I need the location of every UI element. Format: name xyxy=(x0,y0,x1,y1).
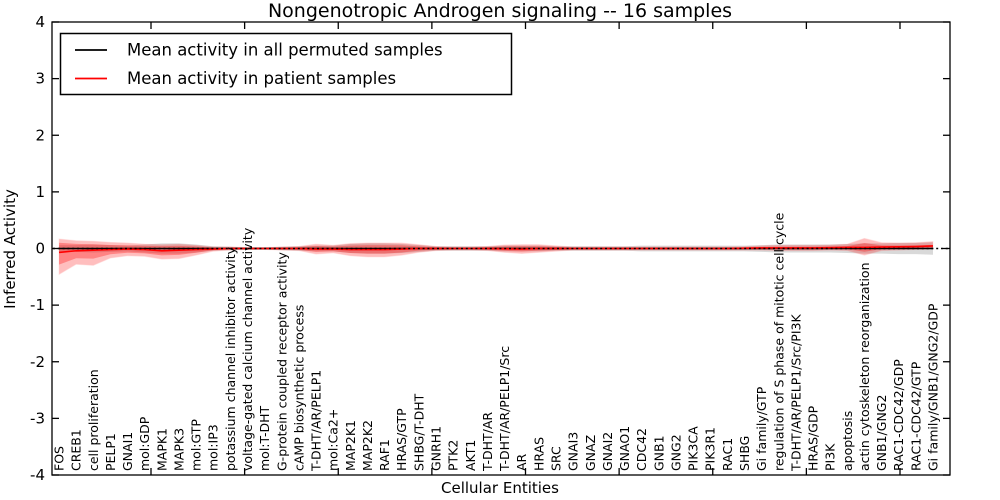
x-tick-label: mol:Ca2+ xyxy=(326,409,341,471)
x-tick-label: MAP2K1 xyxy=(343,420,358,471)
x-tick-label: cell proliferation xyxy=(86,369,101,471)
x-tick-label: CDC42 xyxy=(634,428,649,471)
x-axis-label: Cellular Entities xyxy=(441,479,559,497)
y-tick-label: -4 xyxy=(30,466,45,484)
x-tick-label: GNAI3 xyxy=(566,432,581,471)
x-tick-label: GNAI2 xyxy=(600,432,615,471)
x-tick-label: apoptosis xyxy=(840,411,855,471)
y-tick-label: 4 xyxy=(35,13,45,31)
x-tick-label: T-DHT/AR/PELP1/Src/PI3K xyxy=(788,314,803,472)
x-tick-label: T-DHT/AR xyxy=(480,412,495,472)
x-tick-label: MAPK1 xyxy=(154,428,169,471)
x-tick-label: AKT1 xyxy=(463,440,478,471)
x-tick-label: voltage-gated calcium channel activity xyxy=(240,227,255,471)
y-tick-label: 0 xyxy=(35,240,45,258)
x-tick-label: T-DHT/AR/PELP1/Src xyxy=(497,346,512,472)
x-tick-label: PTK2 xyxy=(446,440,461,471)
x-tick-label: HRAS/GTP xyxy=(394,408,409,471)
x-tick-label: regulation of S phase of mitotic cell cy… xyxy=(771,212,786,471)
x-tick-label: SHBG/T-DHT xyxy=(411,393,426,471)
legend: Mean activity in all permuted samples Me… xyxy=(59,32,513,96)
x-tick-label: GNAZ xyxy=(583,435,598,471)
x-tick-label: CREB1 xyxy=(69,429,84,471)
y-tick-label: -1 xyxy=(30,296,45,314)
x-tick-label: GNRH1 xyxy=(429,426,444,471)
y-tick-label: 2 xyxy=(35,126,45,144)
x-tick-label: MAP2K2 xyxy=(360,420,375,471)
x-tick-label: HRAS xyxy=(531,437,546,471)
x-tick-label: RAC1-CDC42/GDP xyxy=(891,359,906,471)
x-tick-label: potassium channel inhibitor activity xyxy=(223,246,238,471)
x-tick-label: HRAS/GDP xyxy=(806,405,821,471)
x-tick-label: GNG2 xyxy=(668,434,683,471)
x-tick-label: mol:GDP xyxy=(137,416,152,471)
x-tick-label: AR xyxy=(514,453,529,471)
x-tick-label: PELP1 xyxy=(103,433,118,471)
x-tick-label: SRC xyxy=(548,446,563,471)
x-tick-label: mol:GTP xyxy=(189,419,204,471)
chart-title: Nongenotropic Androgen signaling -- 16 s… xyxy=(268,0,732,22)
legend-label-patient: Mean activity in patient samples xyxy=(127,69,396,88)
x-tick-label: PIK3CA xyxy=(686,426,701,471)
x-tick-label: actin cytoskeleton reorganization xyxy=(857,262,872,471)
x-tick-label: mol:IP3 xyxy=(206,424,221,471)
x-tick-label: RAC1-CDC42/GTP xyxy=(908,361,923,471)
legend-label-permuted: Mean activity in all permuted samples xyxy=(127,41,443,60)
x-tick-label: G-protein coupled receptor activity xyxy=(274,252,289,471)
x-tick-label: FOS xyxy=(52,446,67,471)
x-tick-label: PI3K xyxy=(823,443,838,471)
x-tick-label: MAPK3 xyxy=(171,428,186,471)
y-axis-label: Inferred Activity xyxy=(1,189,19,309)
x-tick-label: SHBG xyxy=(737,436,752,471)
y-tick-label: 3 xyxy=(35,70,45,88)
x-tick-label: GNB1 xyxy=(651,435,666,471)
x-tick-label: GNAI1 xyxy=(120,432,135,471)
x-tick-label: RAC1 xyxy=(720,438,735,471)
x-tick-label: T-DHT/AR/PELP1 xyxy=(309,370,324,472)
x-tick-label: mol:T-DHT xyxy=(257,405,272,471)
x-tick-label: GNAO1 xyxy=(617,426,632,471)
x-tick-label: RAF1 xyxy=(377,439,392,471)
legend-box xyxy=(59,32,513,96)
x-tick-label: PIK3R1 xyxy=(703,427,718,471)
patient-band-outer xyxy=(58,237,934,276)
x-tick-label: Gi family/GNB1/GNG2/GDP xyxy=(926,303,941,471)
x-tick-label: cAMP biosynthetic process xyxy=(291,305,306,471)
x-tick-label: Gi family/GTP xyxy=(754,386,769,471)
x-tick-label: GNB1/GNG2 xyxy=(874,395,889,471)
y-tick-label: 1 xyxy=(35,183,45,201)
y-tick-label: -3 xyxy=(30,409,45,427)
y-tick-label: -2 xyxy=(30,353,45,371)
